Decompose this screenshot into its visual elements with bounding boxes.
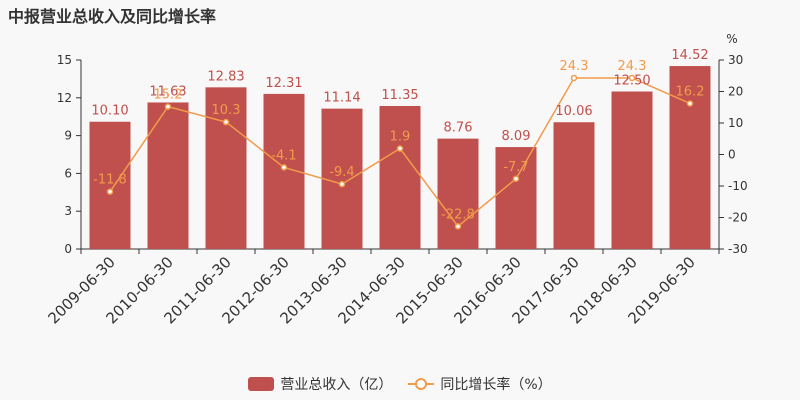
bar <box>205 87 247 249</box>
bar <box>89 121 131 249</box>
bar <box>147 102 189 249</box>
bar-data-label: 10.06 <box>555 104 592 119</box>
growth-point <box>512 175 520 183</box>
growth-point <box>628 74 636 82</box>
y-right-tick-label: -30 <box>728 242 748 256</box>
y-right-tick-label: 10 <box>728 116 743 130</box>
y-left-tick-label: 15 <box>57 53 72 67</box>
bar-data-label: 12.31 <box>265 76 302 91</box>
bar <box>611 91 653 249</box>
y-left-tick-label: 3 <box>64 204 72 218</box>
y-left-tick-label: 6 <box>64 166 72 180</box>
bar-data-label: 14.52 <box>671 48 708 63</box>
bar-data-label: 11.63 <box>149 84 186 99</box>
legend-bar-swatch <box>248 377 275 391</box>
growth-point <box>570 74 578 82</box>
growth-data-label: -9.4 <box>329 165 354 180</box>
bar <box>321 108 363 249</box>
y-right-unit: % <box>726 32 737 46</box>
growth-point <box>164 103 172 110</box>
bar <box>669 66 711 249</box>
growth-data-label: 24.3 <box>560 59 589 74</box>
legend-item-growth[interactable]: 同比增长率（%） <box>408 374 552 394</box>
chart-title: 中报营业总收入及同比增长率 <box>8 7 217 26</box>
bar <box>495 147 537 249</box>
legend-line-swatch <box>408 377 435 391</box>
bar-data-label: 8.76 <box>444 121 473 136</box>
growth-data-label: 15.2 <box>154 88 183 103</box>
growth-data-label: 16.2 <box>676 84 705 99</box>
growth-data-label: -7.7 <box>503 160 528 175</box>
growth-data-label: 24.3 <box>618 59 647 74</box>
y-right-tick-label: 0 <box>728 148 736 162</box>
legend-label-revenue: 营业总收入（亿） <box>280 377 393 393</box>
growth-point <box>106 188 114 195</box>
bar <box>437 138 479 249</box>
bar <box>553 122 595 249</box>
growth-point <box>338 180 346 188</box>
y-right-tick-label: -20 <box>728 211 748 225</box>
growth-data-label: 10.3 <box>212 103 241 118</box>
y-right-tick-label: 20 <box>728 85 743 99</box>
growth-data-label: -22.8 <box>441 207 475 222</box>
y-right-tick-label: 30 <box>728 53 743 67</box>
growth-data-label: 1.9 <box>390 130 411 145</box>
bar-data-label: 8.09 <box>502 129 531 144</box>
growth-point <box>222 118 230 126</box>
bar-data-label: 11.14 <box>323 91 360 106</box>
y-right-tick-label: -10 <box>728 179 748 193</box>
growth-data-label: -4.1 <box>271 148 296 163</box>
y-left-tick-label: 9 <box>64 129 72 143</box>
growth-point <box>686 100 694 107</box>
y-left-tick-label: 0 <box>64 242 72 256</box>
legend: 营业总收入（亿） 同比增长率（%） <box>0 374 800 394</box>
growth-point <box>396 145 404 152</box>
legend-label-growth: 同比增长率（%） <box>440 377 552 393</box>
bar-data-label: 10.10 <box>91 104 128 119</box>
bar-data-label: 11.35 <box>381 88 418 103</box>
growth-point <box>280 164 288 171</box>
bar-data-label: 12.83 <box>207 69 244 84</box>
y-left-tick-label: 12 <box>57 91 72 105</box>
growth-data-label: -11.8 <box>93 173 127 188</box>
bar <box>379 105 421 250</box>
growth-point <box>454 223 462 230</box>
legend-item-revenue[interactable]: 营业总收入（亿） <box>248 374 392 394</box>
